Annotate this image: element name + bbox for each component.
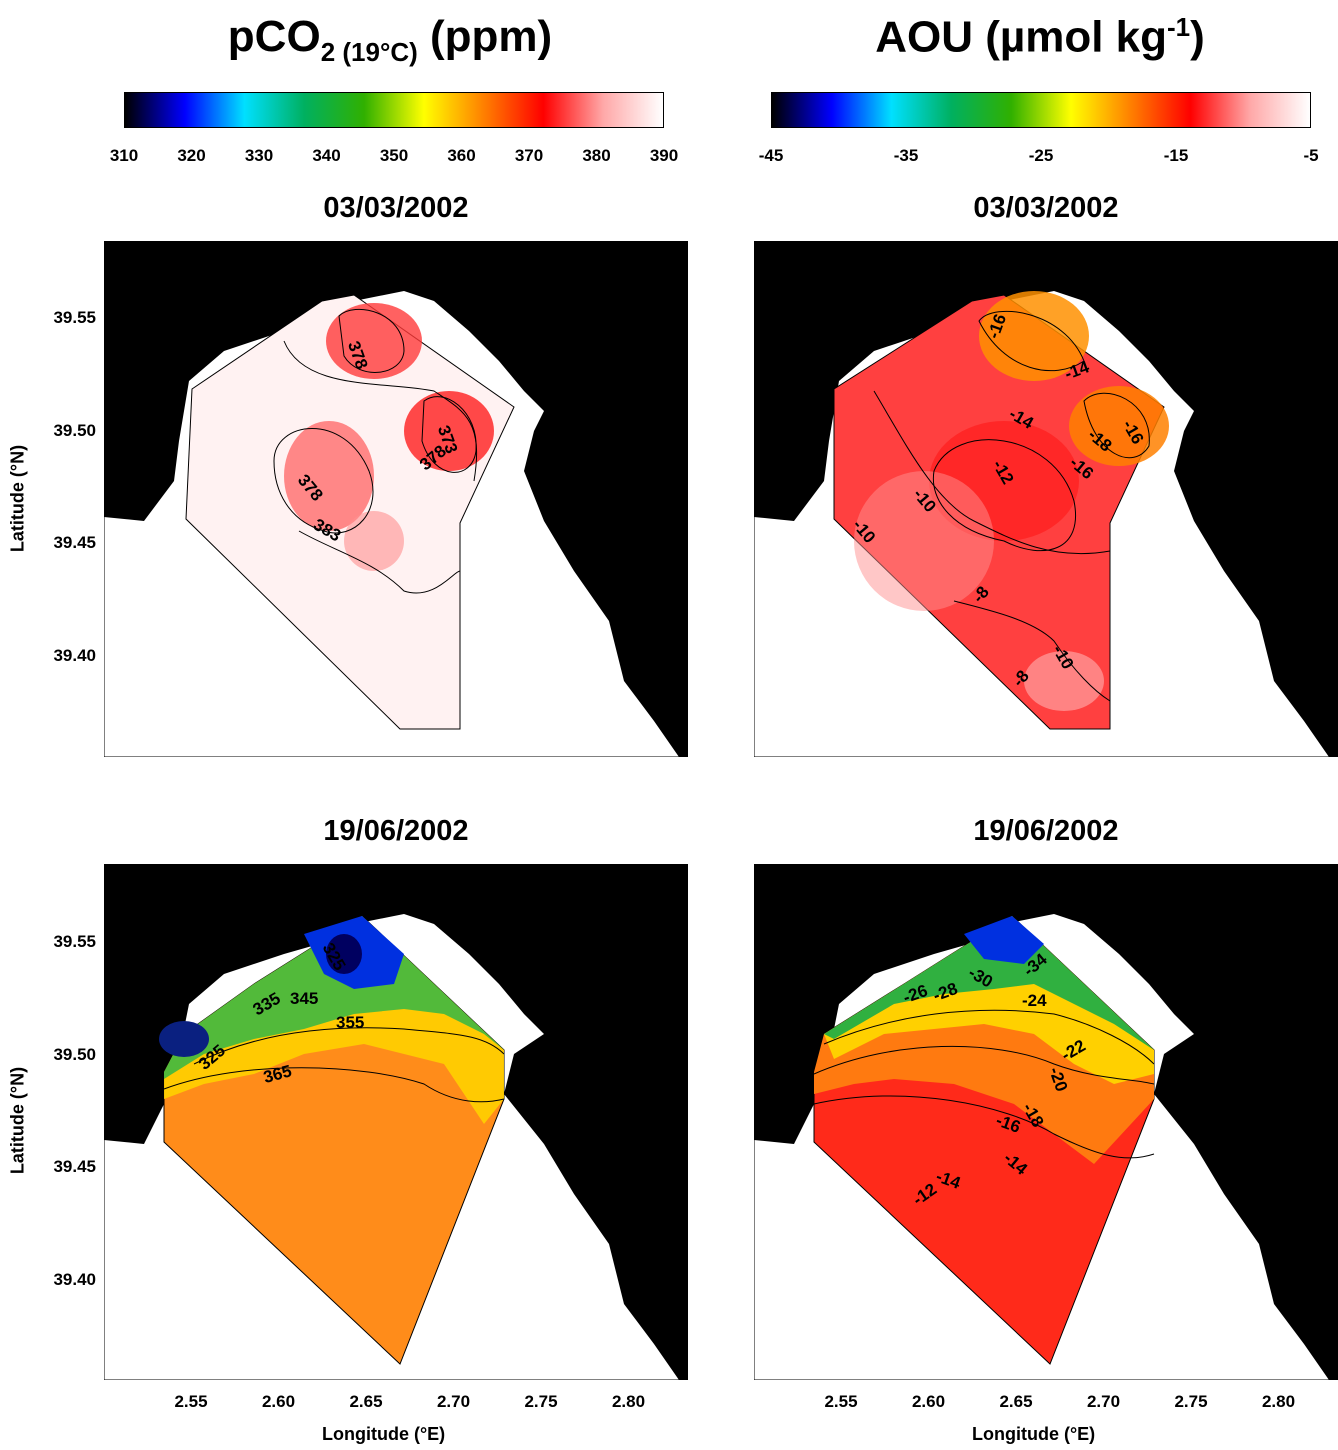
pco2-colorbar-tick: 360 [447,146,476,165]
xtick: 2.65 [999,1392,1033,1411]
ytick-bottom-4: 39.40 [53,1270,96,1289]
aou-colorbar [771,92,1311,128]
xtick: 2.55 [824,1392,858,1411]
date-bottom-right: 19/06/2002 [973,815,1119,847]
pco2-colorbar-tick: 390 [649,146,679,165]
ytick-top-2: 39.50 [53,421,96,440]
xlabel-right: Longitude (°E) [972,1424,1096,1444]
map-pco2-march: 378 373 378 378 383 [104,241,688,757]
ytick-top-1: 39.55 [53,308,96,327]
pco2-colorbar-tick: 380 [582,146,611,165]
aou-colorbar-tick: -35 [893,146,919,165]
map-pco2-june: 325 325 335 345 355 365 [104,864,688,1380]
date-bottom-left: 19/06/2002 [323,815,469,847]
contour-label: 345 [290,989,318,1008]
xtick: 2.80 [1261,1392,1296,1411]
map-aou-june: -34 -30 -26 -28 -24 -22 -20 -18 -16 -14 … [754,864,1338,1380]
date-top-right: 03/03/2002 [973,192,1119,224]
map-aou-march: -16 -14 -14 -18 -16 -16 -12 -10 -10 -8 -… [754,241,1338,757]
ytick-top-4: 39.40 [53,646,96,665]
xtick: 2.75 [1174,1392,1208,1411]
pco2-colorbar-tick: 340 [312,146,341,165]
pco2-colorbar-tick: 320 [177,146,206,165]
pco2-colorbar-tick: 330 [244,146,274,165]
xtick: 2.65 [349,1392,383,1411]
right-column-title: AOU (µmol kg-1) [875,12,1205,62]
xtick: 2.70 [436,1392,471,1411]
contour-label: 355 [336,1013,364,1032]
xtick: 2.80 [611,1392,646,1411]
xtick: 2.60 [261,1392,296,1411]
ytick-bottom-1: 39.55 [53,932,96,951]
pco2-colorbar [124,92,664,128]
xtick: 2.75 [524,1392,558,1411]
aou-colorbar-tick: -15 [1163,146,1189,165]
xtick: 2.55 [174,1392,208,1411]
aou-colorbar-tick: -25 [1028,146,1054,165]
aou-colorbar-tick: -5 [1303,146,1319,165]
xtick: 2.60 [911,1392,946,1411]
pco2-colorbar-tick: 370 [514,146,544,165]
aou-colorbar-tick: -45 [758,146,784,165]
ytick-bottom-2: 39.50 [53,1045,96,1064]
ytick-top-3: 39.45 [53,533,96,552]
pco2-colorbar-tick: 350 [379,146,409,165]
xlabel-left: Longitude (°E) [322,1424,446,1444]
xtick: 2.70 [1086,1392,1121,1411]
left-column-title: pCO2 (19°C) (ppm) [227,12,553,67]
date-top-left: 03/03/2002 [323,192,469,224]
contour-label: -24 [1022,991,1047,1010]
pco2-colorbar-tick: 310 [109,146,139,165]
ytick-bottom-3: 39.45 [53,1157,96,1176]
